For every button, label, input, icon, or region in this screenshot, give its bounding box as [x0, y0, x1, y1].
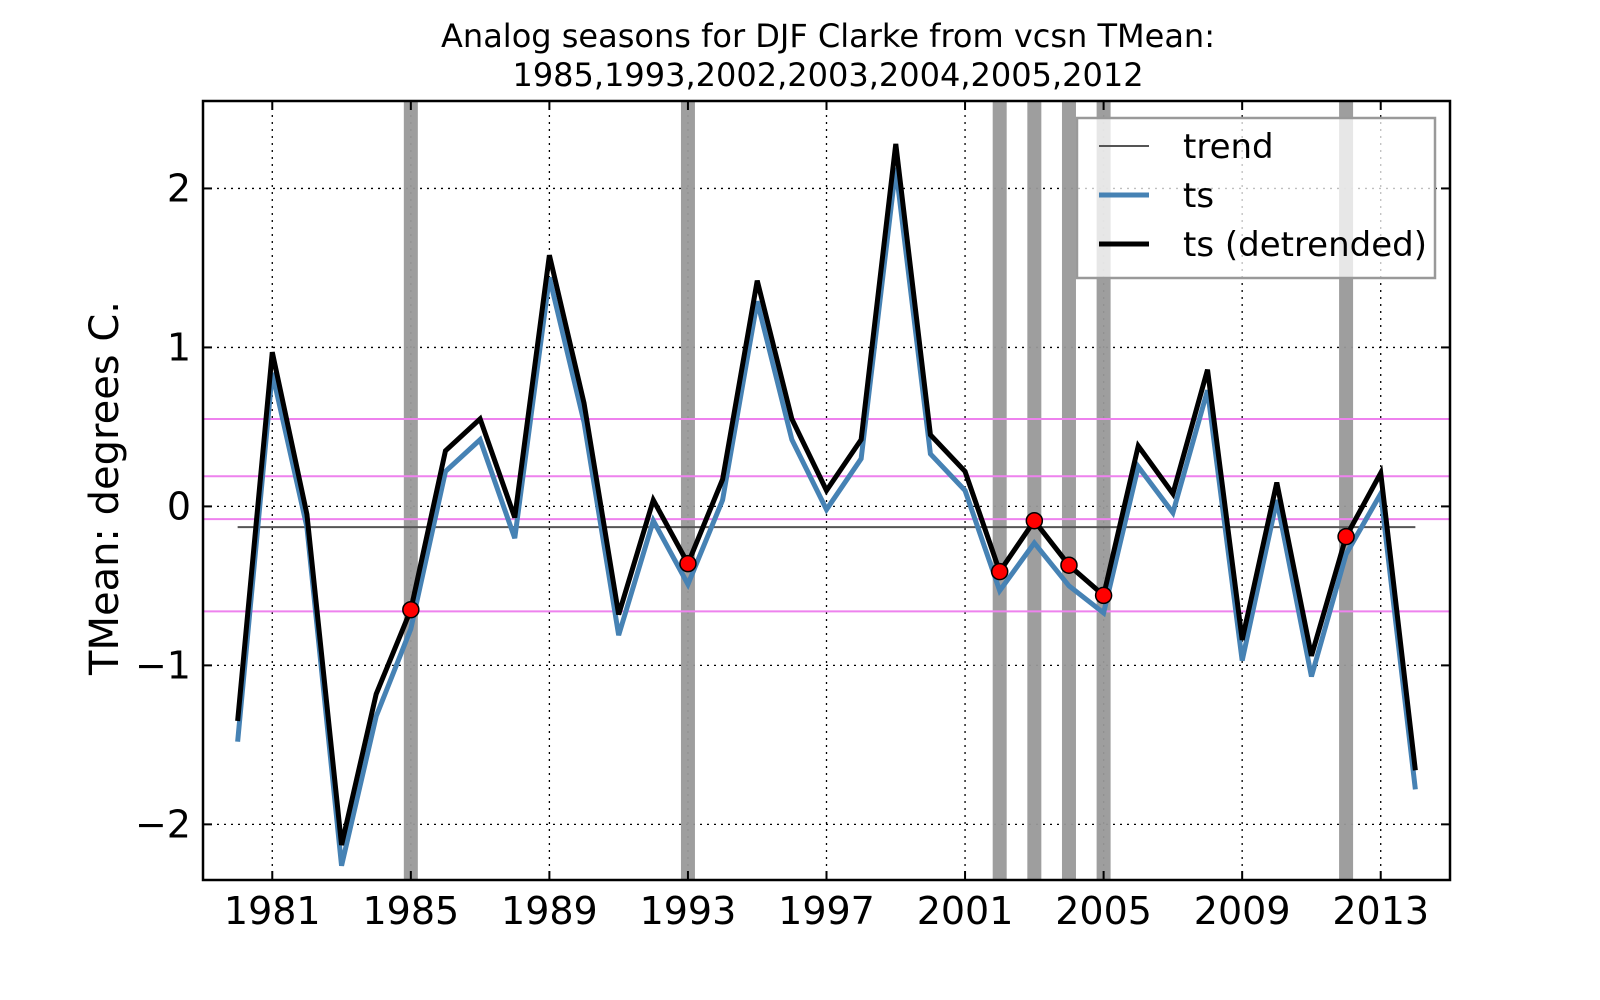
chart-title: Analog seasons for DJF Clarke from vcsn …	[441, 17, 1215, 55]
x-tick-label: 1993	[640, 889, 737, 933]
analog-band-2003	[1027, 101, 1042, 880]
analog-band-2005	[1096, 101, 1111, 880]
legend-box	[1075, 116, 1437, 280]
analog-marker-2012	[1337, 527, 1355, 546]
legend-ts-label: ts	[1183, 176, 1214, 216]
y-axis-label: TMean: degrees C.	[82, 301, 128, 676]
analog-marker-2005	[1094, 586, 1113, 605]
analog-band-2004	[1061, 101, 1076, 880]
series-ts-detrended-line	[235, 143, 1418, 846]
series-lines	[235, 143, 1418, 867]
x-tick-label: 1997	[778, 889, 875, 933]
chart-subtitle: 1985,1993,2002,2003,2004,2005,2012	[512, 56, 1143, 94]
analog-band-2012	[1339, 101, 1354, 880]
legend-trend-label: trend	[1183, 127, 1274, 167]
axis-ticks: 1981 1985 1989 1993 1997 2001 2005 2009 2013 −2 −1…	[135, 101, 1450, 933]
analog-marker-1985	[402, 600, 420, 619]
analog-band-1993	[680, 101, 695, 880]
y-tick-label: 0	[167, 484, 191, 528]
series-ts-line	[235, 167, 1418, 867]
x-tick-label: 2013	[1332, 889, 1429, 933]
x-tick-label: 1989	[501, 889, 598, 933]
x-tick-label: 1985	[362, 889, 459, 933]
analog-marker-2002	[990, 562, 1009, 581]
x-tick-label: 2009	[1194, 889, 1291, 933]
legend-ts-detrended-label: ts (detrended)	[1183, 225, 1427, 265]
x-tick-label: 2005	[1055, 889, 1152, 933]
analog-year-bands	[403, 101, 1354, 880]
analog-marker-1993	[679, 554, 697, 573]
y-tick-label: 2	[167, 166, 191, 210]
legend: trend ts ts (detrended)	[1075, 116, 1437, 280]
analog-band-2002	[992, 101, 1007, 880]
analog-marker-2003	[1025, 511, 1044, 530]
y-tick-label: −2	[135, 802, 191, 846]
x-tick-label: 1981	[224, 889, 321, 933]
analog-markers	[402, 511, 1355, 619]
x-tick-label: 2001	[917, 889, 1014, 933]
y-tick-label: −1	[135, 643, 191, 687]
analog-band-1985	[403, 101, 418, 880]
y-tick-label: 1	[167, 325, 191, 369]
analog-marker-2004	[1060, 556, 1078, 574]
